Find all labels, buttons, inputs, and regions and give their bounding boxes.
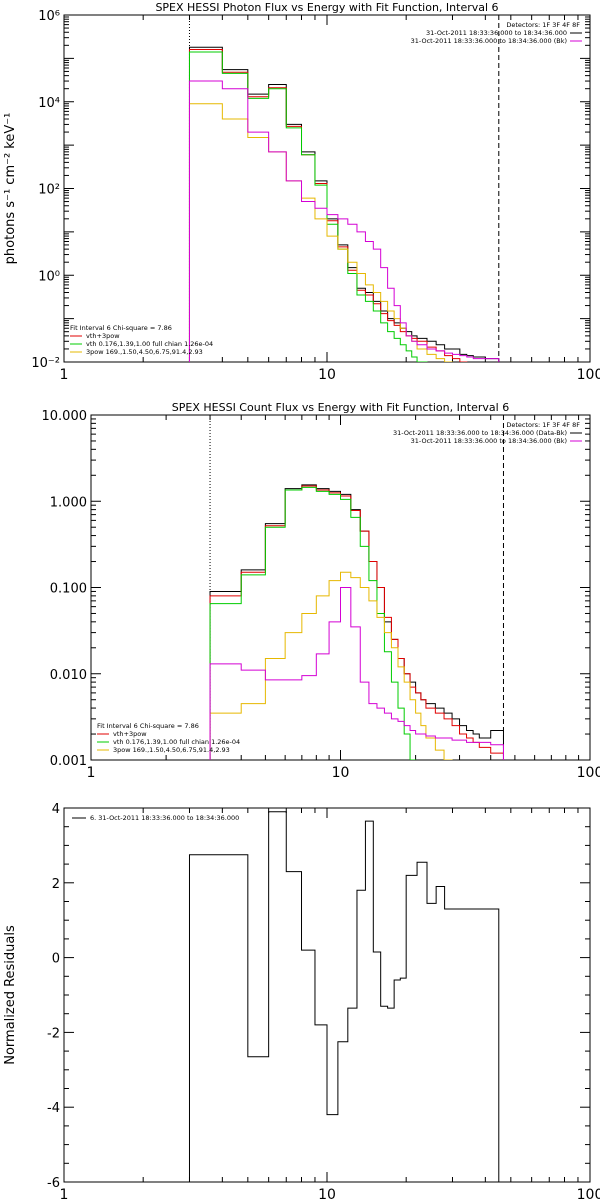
chart-panel-2: SPEX HESSI Count Flux vs Energy with Fit… <box>42 401 600 781</box>
legend-entry: 31-Oct-2011 18:33:36.000 to 18:34:36.000… <box>393 429 567 437</box>
y-tick-label: 10⁴ <box>38 96 60 111</box>
legend-entry: Fit Interval 6 Chi-square = 7.86 <box>70 324 172 332</box>
y-tick-label: 10⁰ <box>38 269 60 284</box>
x-tick-label: 1 <box>60 1187 69 1200</box>
y-tick-label: 10⁻² <box>31 356 60 371</box>
x-tick-label: 10 <box>332 765 350 781</box>
series-line-4 <box>209 571 453 760</box>
y-tick-label: 0.100 <box>50 582 87 597</box>
x-tick-label: 100 <box>577 1187 600 1200</box>
legend-entry: Detectors: 1F 3F 4F 8F <box>506 421 580 429</box>
legend-entry: 31-Oct-2011 18:33:36.000 to 18:34:36.000… <box>411 437 567 445</box>
legend-entry: Detectors: 1F 3F 4F 8F <box>506 21 580 29</box>
y-tick-label: 0.010 <box>50 668 87 683</box>
series-line-5 <box>209 587 504 760</box>
y-tick-label: -4 <box>47 1101 60 1116</box>
legend-entry: 3pow 169.,1.50,4.50,6.75,91.4,2.93 <box>86 348 203 356</box>
x-tick-label: 100 <box>577 765 600 781</box>
y-tick-label: 0.001 <box>50 754 87 769</box>
legend-entry: 3pow 169.,1.50,4.50,6.75,91.4,2.93 <box>113 746 230 754</box>
legend-entry: 31-Oct-2011 18:33:36.000 to 18:34:36.000… <box>411 37 567 45</box>
chart-panel-1: SPEX HESSI Photon Flux vs Energy with Fi… <box>3 1 600 383</box>
legend-entry: vth 0.176,1.39,1.00 full chian 1.26e-04 <box>86 340 213 348</box>
series-line-1 <box>188 811 500 1182</box>
chart-title: SPEX HESSI Count Flux vs Energy with Fit… <box>172 401 509 414</box>
legend-entry: 6. 31-Oct-2011 18:33:36.000 to 18:34:36.… <box>90 814 239 822</box>
legend-entry: vth 0.176,1.39,1.00 full chian 1.26e-04 <box>113 738 240 746</box>
series-line-1 <box>188 46 500 362</box>
legend-entry: vth+3pow <box>113 730 147 738</box>
y-axis-label: photons s⁻¹ cm⁻² keV⁻¹ <box>3 113 18 265</box>
chart-title: SPEX HESSI Photon Flux vs Energy with Fi… <box>155 1 498 14</box>
y-tick-label: -6 <box>47 1176 60 1191</box>
y-tick-label: 10² <box>38 183 60 198</box>
y-axis-label: Normalized Residuals <box>3 925 18 1065</box>
plot-frame <box>63 807 591 1183</box>
series-line-5 <box>188 80 500 362</box>
y-tick-label: 10⁶ <box>38 9 60 24</box>
y-tick-label: 1.000 <box>50 495 87 510</box>
legend-entry: Fit Interval 6 Chi-square = 7.86 <box>97 722 199 730</box>
chart-panel-3: 1 10 100 -6 -4 -2 0 2 4 Normalized Residuals 6. 31… <box>3 802 600 1200</box>
x-tick-label: 10 <box>318 367 336 383</box>
x-tick-label: 10 <box>318 1187 336 1200</box>
y-tick-label: 10.000 <box>42 409 88 424</box>
y-tick-label: -2 <box>47 1026 60 1041</box>
y-tick-label: 2 <box>52 877 60 892</box>
series-line-3 <box>209 486 417 760</box>
x-tick-label: 1 <box>60 367 69 383</box>
y-tick-label: 4 <box>52 802 60 817</box>
x-tick-label: 100 <box>577 367 600 383</box>
legend-entry: vth+3pow <box>86 332 120 340</box>
series-line-2 <box>188 49 468 362</box>
series-line-3 <box>188 51 428 362</box>
legend-entry: 31-Oct-2011 18:33:36.000 to 18:34:36.000 <box>426 29 567 37</box>
x-tick-label: 1 <box>87 765 96 781</box>
y-tick-label: 0 <box>52 952 60 967</box>
